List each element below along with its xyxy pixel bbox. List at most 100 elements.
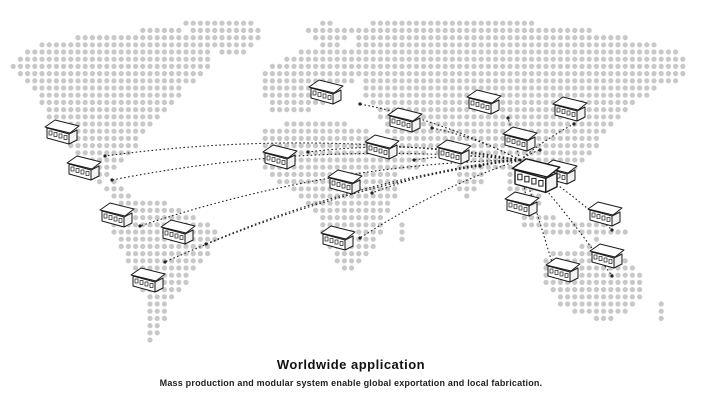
land-dot: [284, 171, 290, 177]
land-dot: [334, 128, 340, 134]
land-dot: [104, 56, 110, 62]
land-dot: [514, 20, 520, 26]
land-dot: [543, 35, 549, 41]
land-dot: [457, 42, 463, 48]
land-dot: [572, 27, 578, 33]
land-dot: [399, 56, 405, 62]
land-dot: [392, 157, 398, 163]
land-dot: [104, 99, 110, 105]
land-dot: [442, 92, 448, 98]
land-dot: [593, 272, 600, 278]
land-dot: [413, 63, 419, 69]
land-dot: [341, 63, 347, 69]
land-dot: [176, 63, 182, 69]
land-dot: [133, 121, 139, 127]
land-dot: [428, 143, 434, 149]
land-dot: [493, 128, 499, 134]
land-dot: [219, 42, 225, 48]
land-dot: [485, 35, 491, 41]
land-dot: [363, 251, 369, 257]
land-dot: [421, 128, 427, 134]
land-dot: [579, 63, 585, 69]
land-dot: [622, 49, 628, 55]
land-dot: [377, 71, 383, 77]
land-dot: [550, 85, 556, 91]
land-dot: [593, 114, 600, 120]
land-dot: [197, 258, 203, 264]
land-dot: [133, 56, 139, 62]
land-dot: [140, 63, 146, 69]
land-dot: [349, 251, 355, 257]
land-dot: [514, 114, 520, 120]
land-dot: [572, 56, 578, 62]
land-dot: [392, 186, 398, 192]
land-dot: [507, 99, 513, 105]
land-dot: [565, 251, 571, 257]
land-dot: [118, 128, 124, 134]
land-dot: [593, 99, 600, 105]
land-dot: [197, 20, 203, 26]
land-dot: [593, 35, 600, 41]
land-dot: [399, 99, 405, 105]
land-dot: [565, 143, 571, 149]
land-dot: [377, 215, 383, 221]
land-dot: [442, 99, 448, 105]
land-dot: [593, 222, 600, 228]
land-dot: [363, 92, 369, 98]
land-dot: [75, 143, 81, 149]
land-dot: [601, 107, 607, 113]
land-dot: [608, 56, 614, 62]
land-dot: [608, 121, 614, 127]
land-dot: [341, 164, 347, 170]
land-dot: [197, 56, 203, 62]
land-dot: [262, 71, 268, 77]
land-dot: [176, 78, 182, 84]
land-dot: [521, 49, 528, 55]
land-dot: [593, 279, 600, 285]
land-dot: [17, 63, 23, 69]
land-dot: [593, 49, 600, 55]
land-dot: [464, 164, 470, 170]
land-dot: [313, 63, 319, 69]
land-dot: [550, 128, 556, 134]
land-dot: [406, 27, 412, 33]
land-dot: [226, 49, 232, 55]
land-dot: [370, 56, 376, 62]
land-dot: [385, 71, 391, 77]
land-dot: [500, 114, 506, 120]
land-dot: [579, 135, 585, 141]
land-dot: [471, 42, 477, 48]
land-dot: [529, 42, 535, 48]
land-dot: [521, 63, 528, 69]
land-dot: [586, 135, 592, 141]
land-dot: [298, 49, 304, 55]
land-dot: [68, 92, 74, 98]
land-dot: [349, 200, 355, 206]
land-dot: [471, 20, 477, 26]
land-dot: [75, 71, 81, 77]
land-dot: [615, 63, 621, 69]
land-dot: [154, 330, 160, 336]
land-dot: [68, 63, 74, 69]
land-dot: [341, 215, 347, 221]
land-dot: [140, 92, 146, 98]
land-dot: [601, 35, 607, 41]
land-dot: [673, 56, 679, 62]
land-dot: [89, 85, 95, 91]
land-dot: [298, 121, 304, 127]
land-dot: [593, 265, 600, 271]
land-dot: [435, 121, 441, 127]
land-dot: [133, 236, 139, 242]
land-dot: [356, 222, 362, 228]
land-dot: [406, 85, 412, 91]
land-dot: [147, 236, 153, 242]
land-dot: [356, 215, 362, 221]
land-dot: [478, 78, 484, 84]
land-dot: [97, 56, 103, 62]
land-dot: [104, 107, 110, 113]
land-dot: [673, 71, 679, 77]
land-dot: [277, 92, 283, 98]
land-dot: [478, 56, 484, 62]
land-dot: [305, 27, 311, 33]
land-dot: [392, 49, 398, 55]
